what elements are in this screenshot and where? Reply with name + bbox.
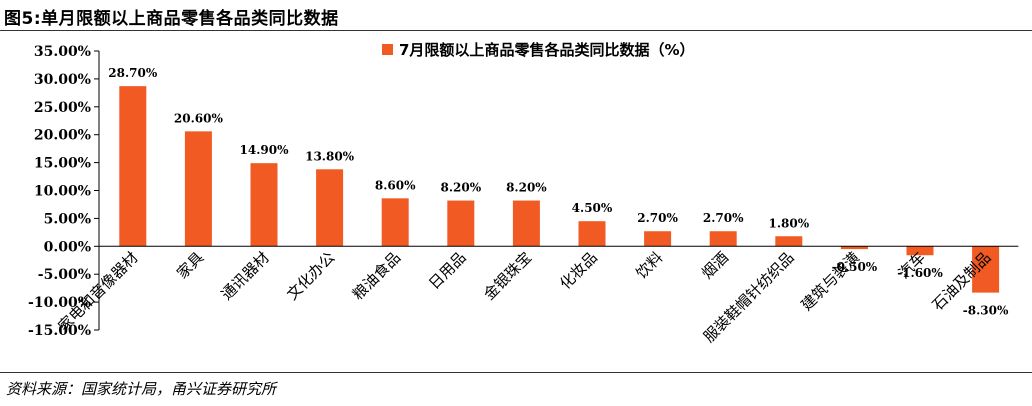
data-label: 14.90%	[240, 143, 290, 157]
category-label: 文化办公	[283, 248, 338, 303]
category-labels: 家电和音像器材 家具 通讯器材 文化办公 粮油食品 日用品 金银珠宝 化妆品 饮料 烟酒服装鞋帽针…	[55, 248, 995, 346]
category-label: 建筑与装潢	[797, 248, 863, 314]
category-label: 通讯器材	[218, 248, 273, 303]
data-label: 2.70%	[637, 211, 678, 225]
bar	[447, 200, 475, 247]
category-label: 家具	[173, 248, 207, 282]
y-tick-label: 0.00%	[44, 239, 91, 255]
bar	[644, 231, 672, 247]
bar	[381, 198, 409, 247]
data-label: 8.20%	[440, 181, 481, 195]
category-label: 烟酒	[698, 248, 732, 282]
bar-chart: 35.00% 30.00% 25.00% 20.00% 15.00% 10.00% 5.00…	[28, 41, 1019, 346]
data-label: 20.60%	[174, 111, 224, 125]
legend-label: 7月限额以上商品零售各品类同比数据（%）	[399, 41, 694, 59]
top-rule	[0, 30, 1032, 31]
bar	[840, 246, 868, 250]
bar	[119, 86, 147, 247]
data-label: 8.20%	[506, 181, 547, 195]
source-note: 资料来源：国家统计局，甬兴证券研究所	[6, 380, 277, 398]
y-tick-label: 15.00%	[34, 156, 91, 172]
bar	[709, 231, 737, 247]
bar	[972, 246, 1000, 293]
data-label: -1.60%	[897, 266, 943, 280]
data-label: 8.60%	[375, 178, 416, 192]
data-label: -0.50%	[832, 260, 878, 274]
y-tick-label: 20.00%	[34, 128, 91, 144]
data-label: 28.70%	[108, 66, 158, 80]
category-label: 化妆品	[556, 248, 601, 293]
data-label: -8.30%	[963, 304, 1009, 318]
bar	[184, 131, 212, 247]
bar	[512, 200, 540, 247]
bar	[578, 221, 606, 247]
category-label: 金银珠宝	[480, 248, 535, 303]
data-label: 2.70%	[703, 211, 744, 225]
y-tick-label: 5.00%	[44, 211, 91, 227]
data-label: 1.80%	[768, 216, 809, 230]
data-label: 4.50%	[572, 201, 613, 215]
bar	[316, 169, 344, 247]
y-tick-label: -5.00%	[38, 267, 91, 283]
data-labels: 28.70% 20.60% 14.90% 13.80% 8.60% 8.20% 8.20% 4…	[108, 66, 1009, 317]
category-label: 粮油食品	[349, 248, 404, 303]
figure-title: 图5:单月限额以上商品零售各品类同比数据	[4, 9, 339, 29]
bars	[119, 86, 1000, 293]
bar	[775, 236, 803, 247]
y-tick-label: 25.00%	[34, 100, 91, 116]
category-label: 日用品	[425, 248, 470, 293]
bar	[906, 246, 934, 256]
data-label: 13.80%	[305, 149, 355, 163]
y-tick-label: -15.00%	[28, 323, 91, 339]
y-tick-label: 35.00%	[34, 44, 91, 60]
category-label: 饮料	[632, 248, 666, 282]
category-label: 家电和音像器材	[55, 248, 142, 335]
legend-swatch	[382, 44, 393, 55]
bar	[250, 163, 278, 247]
bottom-rule	[0, 372, 1032, 373]
y-tick-label: 30.00%	[34, 72, 91, 88]
y-axis: 35.00% 30.00% 25.00% 20.00% 15.00% 10.00% 5.00…	[28, 44, 100, 339]
y-tick-label: 10.00%	[34, 184, 91, 200]
y-tick-label: -10.00%	[28, 295, 91, 311]
legend: 7月限额以上商品零售各品类同比数据（%）	[382, 41, 694, 59]
